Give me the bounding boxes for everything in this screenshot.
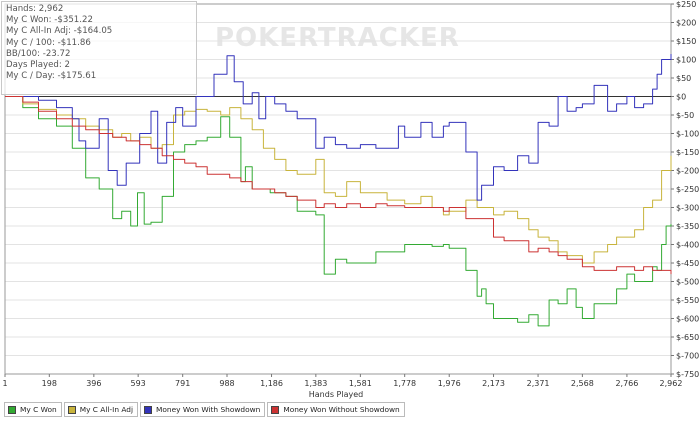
stat-line: Hands: 2,962	[6, 4, 64, 14]
y-tick-label: $-100	[676, 130, 699, 139]
legend: My C Won My C All-In Adj Money Won With Sh…	[4, 402, 405, 417]
y-tick-label: $-400	[676, 241, 699, 250]
legend-item[interactable]: Money Won With Showdown	[140, 402, 266, 417]
legend-label: My C All-In Adj	[79, 405, 134, 414]
y-tick-label: $-250	[676, 185, 699, 194]
y-tick-label: $-650	[676, 333, 699, 342]
y-tick-label: $-500	[676, 278, 699, 287]
x-tick-label: 1,383	[304, 379, 327, 388]
legend-label: Money Won Without Showdown	[283, 405, 400, 414]
x-tick-label: 2,962	[660, 379, 683, 388]
y-tick-label: $-550	[676, 296, 699, 305]
legend-swatch	[8, 405, 16, 414]
x-tick-label: 1,778	[393, 379, 416, 388]
stat-line: Days Played: 2	[6, 60, 70, 71]
y-tick-label: $0	[676, 93, 686, 102]
legend-swatch	[271, 405, 280, 414]
y-tick-label: $-300	[676, 204, 699, 213]
legend-label: My C Won	[20, 405, 57, 414]
x-tick-label: 396	[86, 379, 101, 388]
stat-line: My C / Day: -$175.61	[6, 71, 97, 82]
y-tick-label: $-50	[676, 111, 694, 120]
stat-line: BB/100: -23.72	[6, 48, 71, 59]
series-line-1	[5, 96, 672, 327]
y-tick-label: $-350	[676, 222, 699, 231]
x-tick-label: 2,568	[571, 379, 594, 388]
stats-panel: Hands: 2,962 My C Won: -$351.22 My C All-I…	[1, 1, 197, 95]
x-tick-label: 1	[2, 379, 7, 388]
x-tick-label: 1,581	[349, 379, 372, 388]
x-tick-label: 2,173	[482, 379, 505, 388]
y-tick-label: $200	[676, 19, 696, 28]
y-tick-label: $-450	[676, 259, 699, 268]
y-tick-label: $-600	[676, 315, 699, 324]
legend-item[interactable]: Money Won Without Showdown	[267, 402, 405, 417]
legend-label: Money Won With Showdown	[156, 405, 261, 414]
x-tick-label: 1,976	[438, 379, 461, 388]
legend-item[interactable]: My C Won	[4, 402, 62, 417]
y-tick-label: $150	[676, 37, 696, 46]
stat-line: My C Won: -$351.22	[6, 15, 93, 26]
legend-swatch	[144, 405, 153, 414]
stat-line: My C / 100: -$11.86	[6, 37, 91, 48]
series-line-4	[5, 96, 672, 275]
y-tick-label: $-200	[676, 167, 699, 176]
y-tick-label: $250	[676, 0, 696, 9]
y-tick-labels: $250 $200 $150 $100 $50 $0 $-50 $-100 $-150 $-200…	[676, 0, 699, 379]
series-line-3	[5, 54, 672, 201]
x-axis-title: Hands Played	[309, 390, 363, 399]
y-tick-label: $-150	[676, 148, 699, 157]
x-tick-label: 2,371	[527, 379, 550, 388]
x-tick-label: 2,766	[615, 379, 638, 388]
x-tick-label: 198	[42, 379, 57, 388]
series-group	[5, 54, 672, 327]
y-tick-label: $50	[676, 74, 691, 83]
y-tick-label: $100	[676, 56, 696, 65]
legend-swatch	[67, 405, 76, 414]
legend-item[interactable]: My C All-In Adj	[63, 402, 139, 417]
y-tick-label: $-700	[676, 352, 699, 361]
x-tick-labels: 1 198 396 593 791 988 1,186 1,383 1,581 1,778 1,97…	[2, 379, 682, 388]
x-tick-label: 1,186	[260, 379, 283, 388]
watermark: POKERTRACKER	[215, 23, 460, 53]
x-tick-label: 988	[219, 379, 234, 388]
y-tick-label: $-750	[676, 370, 699, 379]
series-line-2	[5, 96, 672, 264]
x-tick-label: 593	[131, 379, 146, 388]
stat-line: My C All-In Adj: -$164.05	[6, 26, 113, 37]
x-tick-label: 791	[175, 379, 190, 388]
